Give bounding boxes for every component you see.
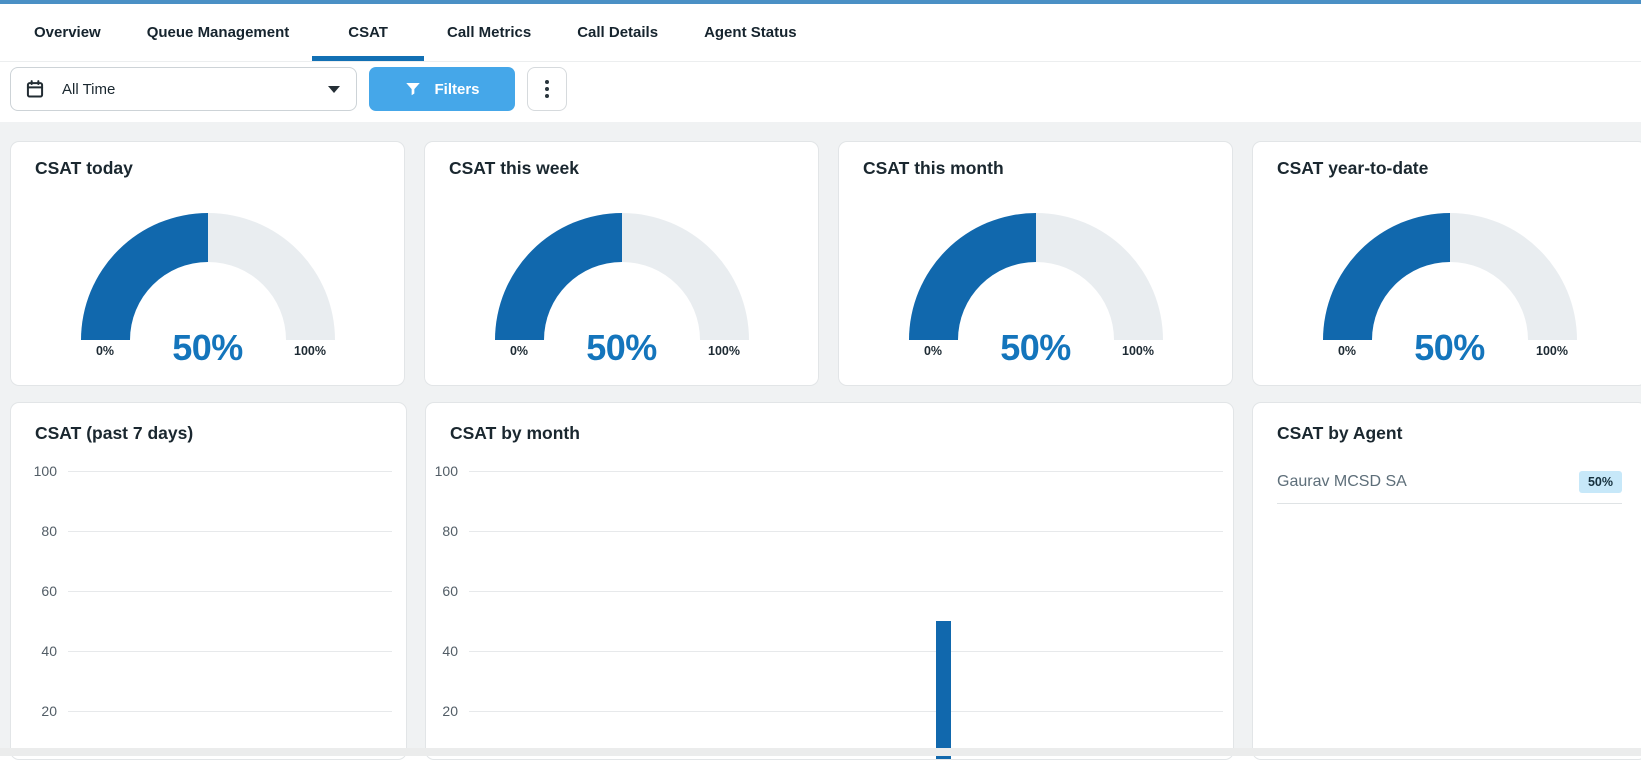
gauge-value: 50% [1000, 327, 1071, 368]
page-top-accent-strip [0, 0, 1641, 4]
kebab-menu-icon [545, 80, 549, 84]
y-tick-label: 80 [442, 523, 458, 539]
card-csat-past-7-days: CSAT (past 7 days) 100 80 60 40 20 [10, 402, 407, 760]
calendar-icon [25, 79, 45, 99]
gauge-max-label: 100% [708, 344, 740, 358]
tab-overview[interactable]: Overview [34, 24, 101, 41]
tab-call-details[interactable]: Call Details [577, 24, 659, 41]
month-plot-area [472, 471, 1223, 759]
agent-csat-badge: 50% [1578, 471, 1622, 493]
gauge-csat-year-to-date: 0% 50% 100% [1322, 213, 1577, 368]
tab-bar: Overview Queue Management CSAT Call Metr… [0, 4, 1641, 62]
gridline [469, 530, 1223, 532]
tab-agent-status[interactable]: Agent Status [704, 24, 797, 41]
filter-bar: All Time Filters [0, 62, 1641, 122]
gauge-value: 50% [1414, 327, 1485, 368]
filters-button[interactable]: Filters [369, 67, 515, 111]
y-tick-label: 40 [442, 643, 458, 659]
month-bar[interactable] [936, 621, 952, 759]
gauge-min-label: 0% [95, 344, 115, 358]
y-tick-label: 20 [442, 703, 458, 719]
card-csat-year-to-date: CSAT year-to-date 0% 50% 100% [1252, 141, 1641, 386]
y-tick-label: 40 [41, 643, 57, 659]
more-options-button[interactable] [527, 67, 567, 111]
card-title: CSAT (past 7 days) [35, 423, 194, 443]
card-title: CSAT by Agent [1277, 423, 1403, 443]
gridline [68, 710, 392, 712]
y-tick-label: 100 [434, 463, 458, 479]
card-csat-by-month: CSAT by month 100 80 60 40 20 [425, 402, 1234, 760]
filters-button-label: Filters [434, 80, 480, 98]
gauge-value: 50% [172, 327, 243, 368]
y-tick-label: 80 [41, 523, 57, 539]
card-csat-today: CSAT today 0% 50% 100% [10, 141, 405, 386]
gauge-csat-this-month: 0% 50% 100% [908, 213, 1163, 368]
agent-row[interactable]: Gaurav MCSD SA 50% [1277, 461, 1622, 504]
gridline [469, 650, 1223, 652]
tab-csat[interactable]: CSAT [312, 4, 424, 61]
gauge-csat-this-week: 0% 50% 100% [494, 213, 749, 368]
gridline [469, 590, 1223, 592]
y-tick-label: 60 [442, 583, 458, 599]
tab-call-metrics[interactable]: Call Metrics [446, 24, 532, 41]
gridline [469, 470, 1223, 472]
gauge-min-label: 0% [923, 344, 943, 358]
funnel-icon [404, 80, 422, 98]
gauge-min-label: 0% [509, 344, 529, 358]
gridline [68, 590, 392, 592]
gridline [469, 710, 1223, 712]
card-title: CSAT this month [863, 158, 1004, 178]
card-csat-this-week: CSAT this week 0% 50% 100% [424, 141, 819, 386]
card-title: CSAT year-to-date [1277, 158, 1429, 178]
gridline [68, 530, 392, 532]
gridline [68, 470, 392, 472]
dropdown-caret-icon [328, 85, 340, 93]
gauge-min-label: 0% [1337, 344, 1357, 358]
date-range-dropdown[interactable]: All Time [10, 67, 357, 111]
card-title: CSAT this week [449, 158, 579, 178]
gauge-max-label: 100% [1122, 344, 1154, 358]
date-range-value: All Time [62, 80, 116, 98]
y-tick-label: 100 [33, 463, 57, 479]
gridline [68, 650, 392, 652]
card-csat-by-agent: CSAT by Agent Gaurav MCSD SA 50% [1252, 402, 1641, 760]
gauge-value: 50% [586, 327, 657, 368]
gauge-max-label: 100% [1536, 344, 1568, 358]
horizontal-scrollbar-track[interactable] [0, 748, 1641, 756]
card-title: CSAT by month [450, 423, 580, 443]
tab-queue-management[interactable]: Queue Management [146, 24, 290, 41]
card-csat-this-month: CSAT this month 0% 50% 100% [838, 141, 1233, 386]
gauge-csat-today: 0% 50% 100% [80, 213, 335, 368]
card-title: CSAT today [35, 158, 133, 178]
gauge-max-label: 100% [294, 344, 326, 358]
y-tick-label: 60 [41, 583, 57, 599]
dashboard-content: CSAT today 0% 50% 100% CSAT this week 0%… [0, 122, 1641, 760]
agent-name: Gaurav MCSD SA [1277, 473, 1407, 490]
y-tick-label: 20 [41, 703, 57, 719]
